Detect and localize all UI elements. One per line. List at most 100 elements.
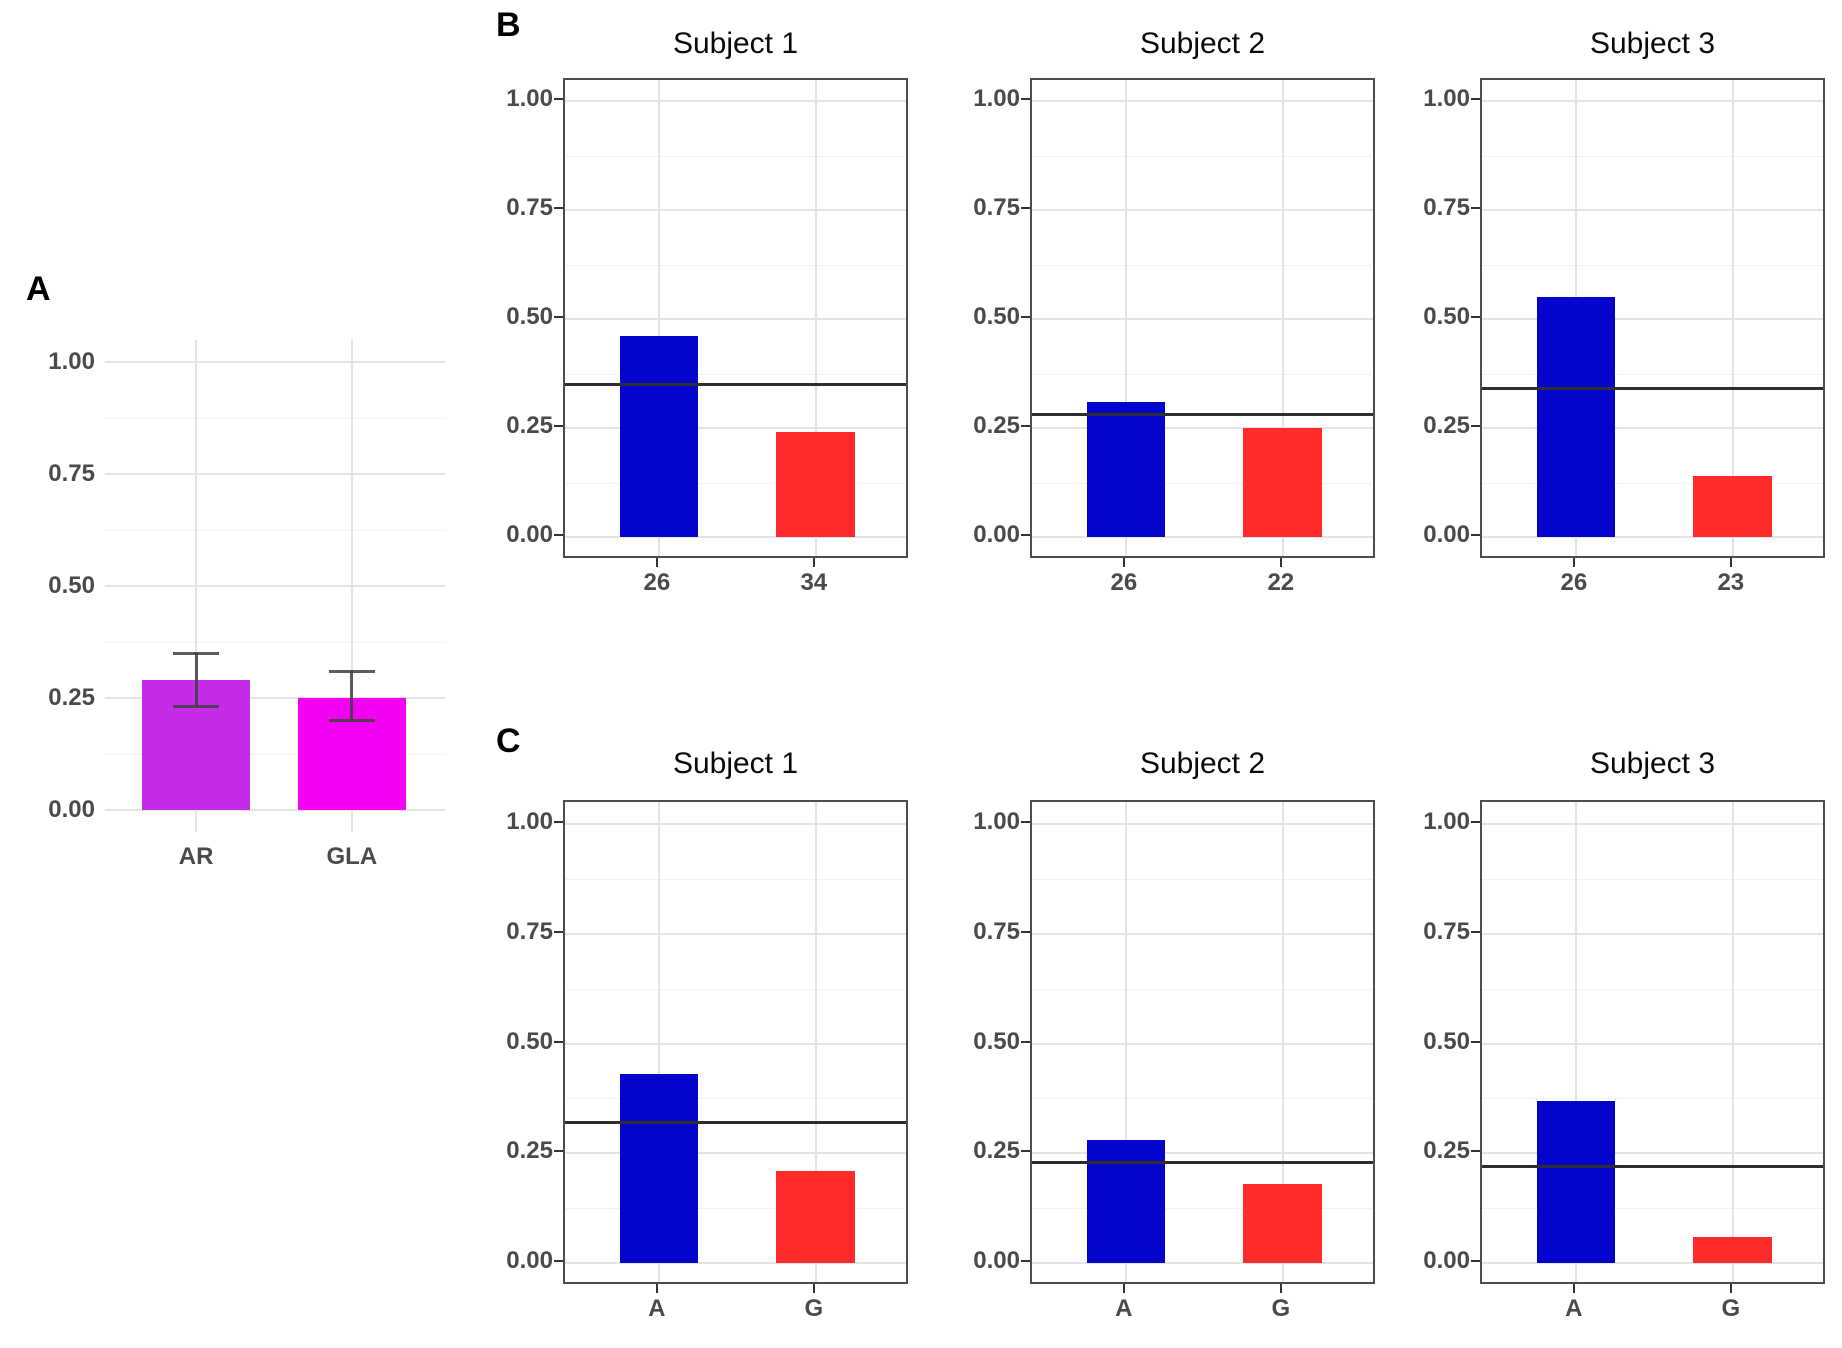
y-axis-tick — [1021, 207, 1030, 209]
gridline-vertical — [1731, 802, 1734, 1282]
gridline-minor — [1032, 482, 1373, 484]
gridline-major — [565, 1042, 906, 1045]
plot-box — [1480, 800, 1825, 1284]
gridline-vertical — [814, 80, 817, 556]
y-axis-tick — [1021, 534, 1030, 536]
y-tick-label: 0.25 — [973, 412, 1020, 439]
gridline-minor — [105, 418, 445, 419]
y-axis-tick — [1021, 425, 1030, 427]
x-axis-tick — [1572, 558, 1575, 567]
plot-box — [1030, 800, 1375, 1284]
gridline-major — [105, 585, 445, 587]
y-axis-tick — [1471, 534, 1480, 536]
gridline-minor — [565, 155, 906, 157]
bar-AR — [142, 680, 251, 810]
y-tick-label: 0.75 — [48, 460, 95, 487]
gridline-major — [1032, 823, 1373, 825]
x-tick-label: G — [1271, 1295, 1291, 1322]
x-axis-tick — [1279, 1284, 1282, 1293]
gridline-vertical — [814, 802, 817, 1282]
bar-26 — [619, 336, 699, 537]
gridline-major — [1032, 536, 1373, 538]
y-axis-tick — [1021, 1150, 1030, 1153]
bar-A — [1536, 1100, 1616, 1263]
gridline-major — [565, 100, 906, 102]
gridline-major — [1032, 427, 1373, 429]
gridline-major — [1032, 932, 1373, 935]
y-axis-tick — [1471, 1040, 1480, 1043]
x-tick-label: A — [648, 1295, 666, 1322]
x-axis-tick — [812, 1284, 815, 1293]
gridline-major — [1482, 823, 1823, 825]
x-axis-tick — [1729, 558, 1732, 567]
gridline-major — [1032, 209, 1373, 211]
gridline-major — [1032, 1042, 1373, 1045]
gridline-minor — [105, 642, 445, 643]
y-axis-tick — [1021, 930, 1030, 933]
x-tick-label: 26 — [1560, 569, 1588, 596]
bar-22 — [1243, 428, 1323, 537]
gridline-vertical — [1281, 802, 1284, 1282]
gridline-major — [1482, 427, 1823, 429]
gridline-major — [1482, 932, 1823, 935]
y-tick-label: 0.50 — [506, 1027, 553, 1055]
y-tick-label: 0.00 — [48, 796, 95, 823]
reference-line — [565, 1121, 906, 1125]
plot-box — [1030, 78, 1375, 558]
x-tick-label: G — [804, 1295, 824, 1322]
gridline-minor — [1482, 373, 1823, 375]
x-tick-label: 22 — [1267, 569, 1295, 596]
gridline-major — [1032, 1262, 1373, 1264]
y-axis-tick — [1471, 207, 1480, 209]
gridline-minor — [1482, 1208, 1823, 1210]
y-tick-label: 1.00 — [1423, 808, 1470, 835]
reference-line — [1032, 413, 1373, 417]
reference-line — [565, 382, 906, 386]
gridline-vertical — [195, 340, 198, 832]
y-axis-tick — [554, 316, 563, 318]
subplot-title: Subject 2 — [1139, 747, 1266, 780]
gridline-minor — [1482, 155, 1823, 157]
x-tick-label: GLA — [326, 843, 378, 870]
gridline-minor — [1482, 482, 1823, 484]
y-axis-tick — [554, 1040, 563, 1043]
gridline-vertical — [657, 802, 660, 1282]
bar-26 — [1086, 401, 1166, 537]
gridline-major — [565, 932, 906, 935]
x-tick-label: 26 — [643, 569, 671, 596]
gridline-major — [1482, 1262, 1823, 1264]
y-tick-label: 0.25 — [1423, 1137, 1470, 1165]
y-tick-label: 0.50 — [973, 1027, 1020, 1055]
gridline-major — [565, 1262, 906, 1264]
x-axis-tick — [1122, 558, 1125, 567]
gridline-minor — [1032, 988, 1373, 990]
y-axis-tick — [1021, 98, 1030, 100]
y-axis-tick — [1471, 1150, 1480, 1153]
gridline-minor — [565, 264, 906, 266]
y-tick-label: 0.25 — [973, 1137, 1020, 1165]
y-tick-label: 0.00 — [973, 521, 1020, 548]
gridline-major — [1482, 1152, 1823, 1155]
y-tick-label: 0.00 — [1423, 521, 1470, 548]
gridline-vertical — [1124, 80, 1127, 556]
bar-GLA — [297, 698, 406, 810]
bar-G — [1693, 1236, 1773, 1263]
bar-A — [619, 1074, 699, 1263]
y-axis-tick — [554, 534, 563, 536]
gridline-major — [1482, 100, 1823, 102]
bar-G — [1243, 1183, 1323, 1263]
y-axis-tick — [554, 930, 563, 933]
y-tick-label: 0.50 — [973, 303, 1020, 330]
gridline-minor — [565, 1208, 906, 1210]
gridline-major — [565, 318, 906, 320]
subplot-title: Subject 3 — [1589, 27, 1716, 60]
y-axis-tick — [554, 1150, 563, 1153]
gridline-minor — [105, 530, 445, 531]
panel-b-label: B — [496, 6, 521, 44]
gridline-major — [565, 1152, 906, 1155]
y-tick-label: 0.75 — [973, 917, 1020, 945]
x-axis-tick — [1122, 1284, 1125, 1293]
